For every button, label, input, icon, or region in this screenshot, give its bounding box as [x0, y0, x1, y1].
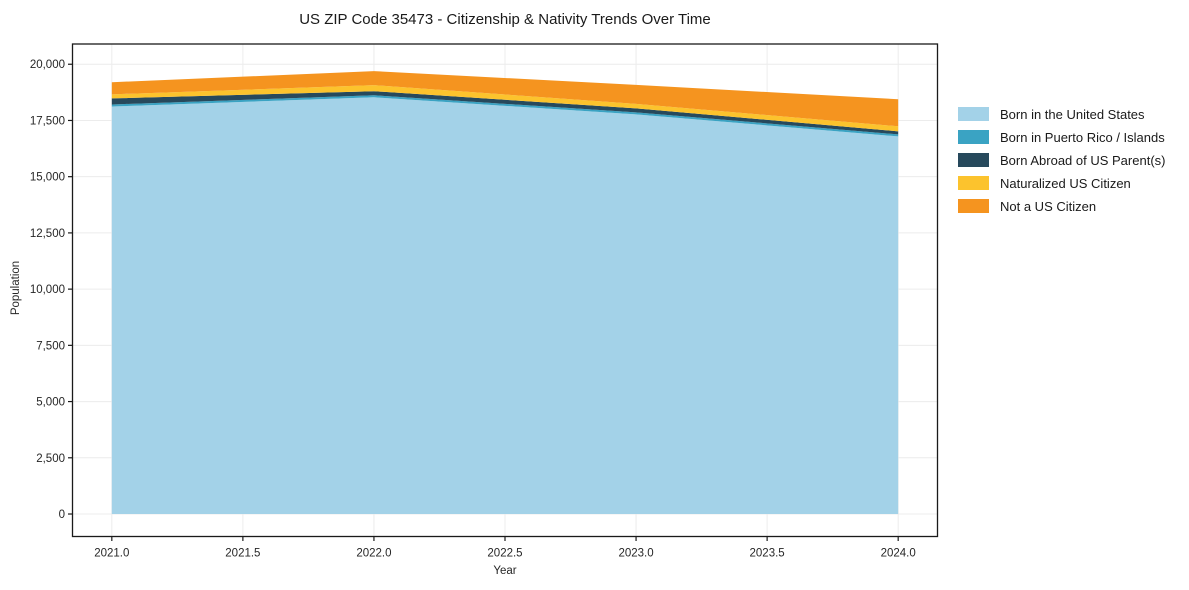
x-tick-label: 2021.5: [225, 548, 260, 560]
x-tick-label: 2022.0: [356, 548, 391, 560]
area-series-2: [111, 91, 899, 135]
legend-item: Born Abroad of US Parent(s): [958, 152, 1166, 168]
legend-label: Born in Puerto Rico / Islands: [1000, 129, 1165, 145]
legend-label: Born Abroad of US Parent(s): [1000, 152, 1166, 168]
y-tick-label: 17,500: [30, 115, 65, 127]
legend-swatch: [958, 176, 989, 190]
legend-label: Not a US Citizen: [1000, 198, 1097, 214]
area-series-4: [111, 71, 899, 127]
legend-swatch: [958, 130, 989, 144]
legend: Born in the United States Born in Puerto …: [958, 106, 1166, 214]
x-tick-label: 2023.5: [750, 548, 785, 560]
x-tick-label: 2022.5: [487, 548, 522, 560]
x-tick-label: 2021.0: [94, 548, 129, 560]
legend-item: Naturalized US Citizen: [958, 175, 1165, 191]
legend-label: Born in the United States: [1000, 106, 1145, 122]
y-tick-label: 7,500: [36, 340, 65, 352]
y-tick-label: 20,000: [30, 59, 65, 71]
legend-item: Born in Puerto Rico / Islands: [958, 129, 1165, 145]
y-tick-label: 2,500: [36, 453, 65, 465]
area-series-0: [111, 97, 899, 515]
y-tick-label: 0: [59, 509, 65, 521]
chart-title: US ZIP Code 35473 - Citizenship & Nativi…: [299, 11, 711, 28]
legend-swatch: [958, 153, 989, 167]
x-axis-label: Year: [493, 565, 517, 577]
legend-label: Naturalized US Citizen: [1000, 175, 1131, 191]
y-tick-label: 10,000: [30, 284, 65, 296]
legend-item: Born in the United States: [958, 106, 1165, 122]
legend-swatch: [958, 107, 989, 121]
y-tick-label: 5,000: [36, 397, 65, 409]
x-tick-label: 2023.0: [618, 548, 653, 560]
x-tick-label: 2024.0: [881, 548, 916, 560]
legend-swatch: [958, 199, 989, 213]
y-tick-label: 12,500: [30, 228, 65, 240]
y-axis-label: Population: [10, 260, 22, 316]
legend-item: Not a US Citizen: [958, 198, 1165, 214]
y-tick-label: 15,000: [30, 172, 65, 184]
